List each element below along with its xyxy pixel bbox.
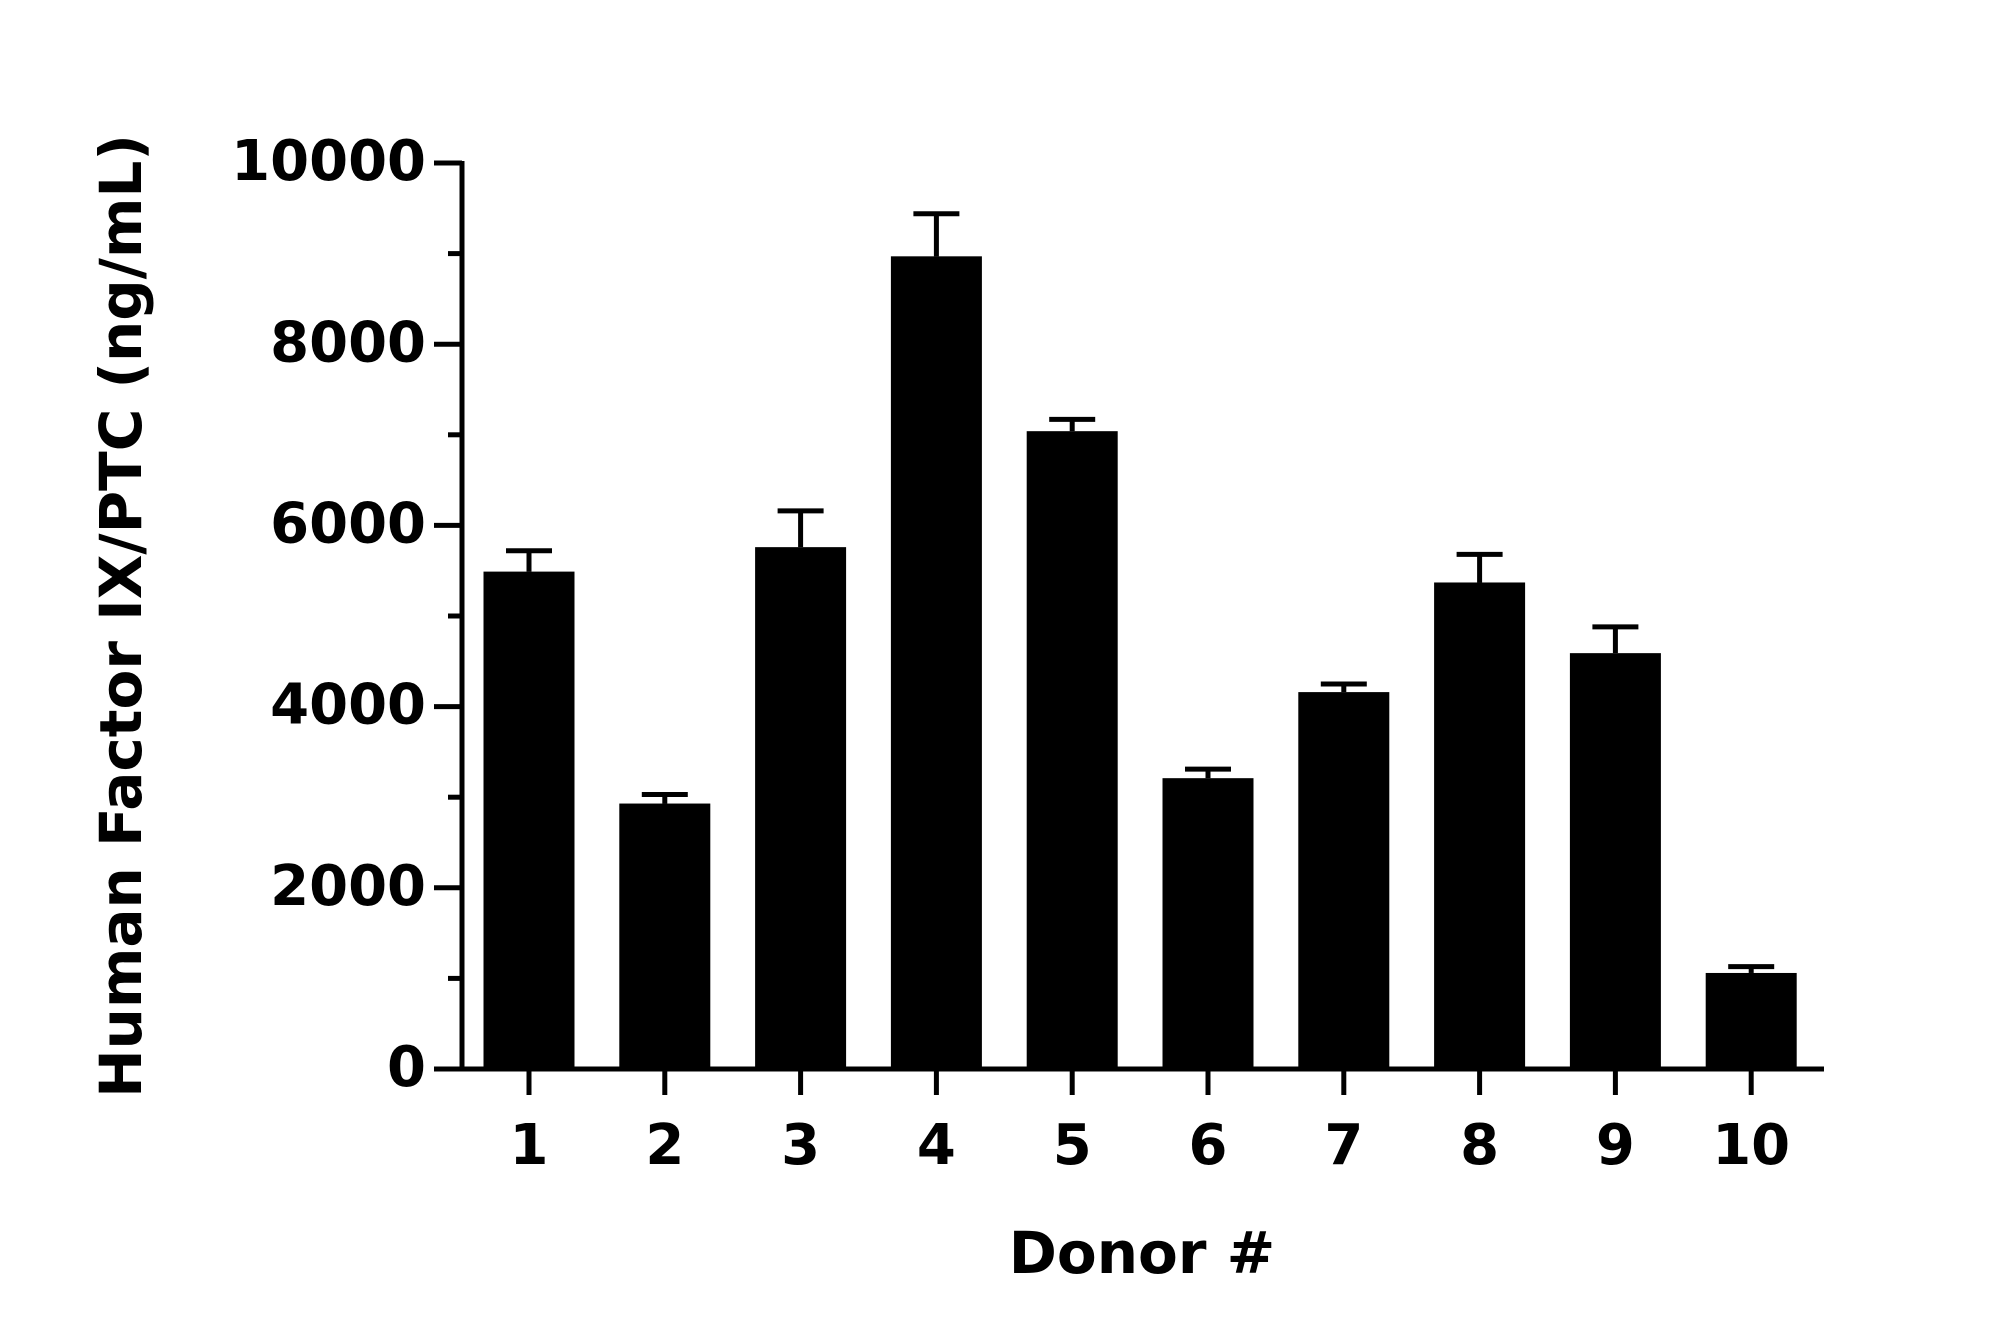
y-tick-label: 0 bbox=[387, 1035, 426, 1100]
x-tick-label: 1 bbox=[510, 1113, 549, 1178]
bar bbox=[1569, 653, 1661, 1069]
y-tick-label: 10000 bbox=[231, 129, 426, 194]
bar bbox=[483, 571, 575, 1069]
bar bbox=[890, 256, 982, 1069]
x-tick-label: 7 bbox=[1324, 1113, 1363, 1178]
bar bbox=[1026, 431, 1118, 1069]
y-axis-title: Human Factor IX/PTC (ng/mL) bbox=[87, 134, 155, 1098]
y-tick-label: 2000 bbox=[270, 854, 426, 919]
y-tick-label: 8000 bbox=[270, 310, 426, 375]
y-tick-label: 6000 bbox=[270, 492, 426, 557]
bar bbox=[1434, 582, 1526, 1069]
x-tick-label: 9 bbox=[1596, 1113, 1635, 1178]
bar bbox=[1162, 778, 1254, 1069]
x-tick-label: 4 bbox=[917, 1113, 956, 1178]
x-tick-label: 3 bbox=[781, 1113, 820, 1178]
x-tick-label: 10 bbox=[1712, 1113, 1790, 1178]
bar bbox=[1705, 972, 1797, 1069]
y-tick-label: 4000 bbox=[270, 673, 426, 738]
x-tick-label: 8 bbox=[1460, 1113, 1499, 1178]
bar bbox=[755, 547, 847, 1069]
x-tick-label: 5 bbox=[1053, 1113, 1092, 1178]
bar bbox=[1298, 692, 1390, 1069]
x-tick-label: 6 bbox=[1189, 1113, 1228, 1178]
bar bbox=[619, 803, 711, 1069]
x-tick-label: 2 bbox=[645, 1113, 684, 1178]
x-axis-title: Donor # bbox=[1009, 1219, 1276, 1287]
